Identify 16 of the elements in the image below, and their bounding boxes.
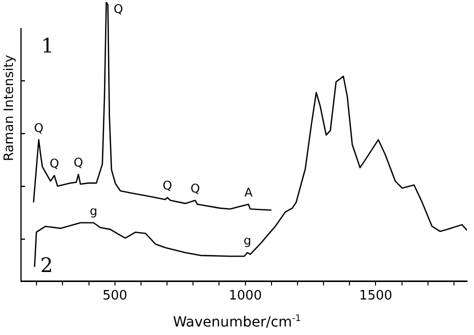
x-tick-label: 1000: [228, 288, 262, 304]
legend-label: 2: [40, 253, 53, 278]
y-axis-title: Raman Intensity: [2, 54, 18, 164]
text: 1: [41, 34, 54, 58]
x-tick-label: 500: [102, 288, 128, 304]
annotation: Q: [114, 2, 124, 16]
annotation: Q: [74, 156, 84, 170]
x-axis-title: Wavenumber/cm$^{-1}$: [172, 314, 302, 331]
annotation: g: [244, 234, 252, 248]
x-tick-label: 1500: [359, 288, 392, 304]
annotation: Q: [162, 178, 172, 193]
annotation: Q: [50, 156, 60, 171]
annotation: Q: [190, 182, 200, 196]
annotation: Q: [34, 120, 44, 135]
annotation: g: [90, 204, 98, 218]
annotation: A: [244, 185, 254, 200]
